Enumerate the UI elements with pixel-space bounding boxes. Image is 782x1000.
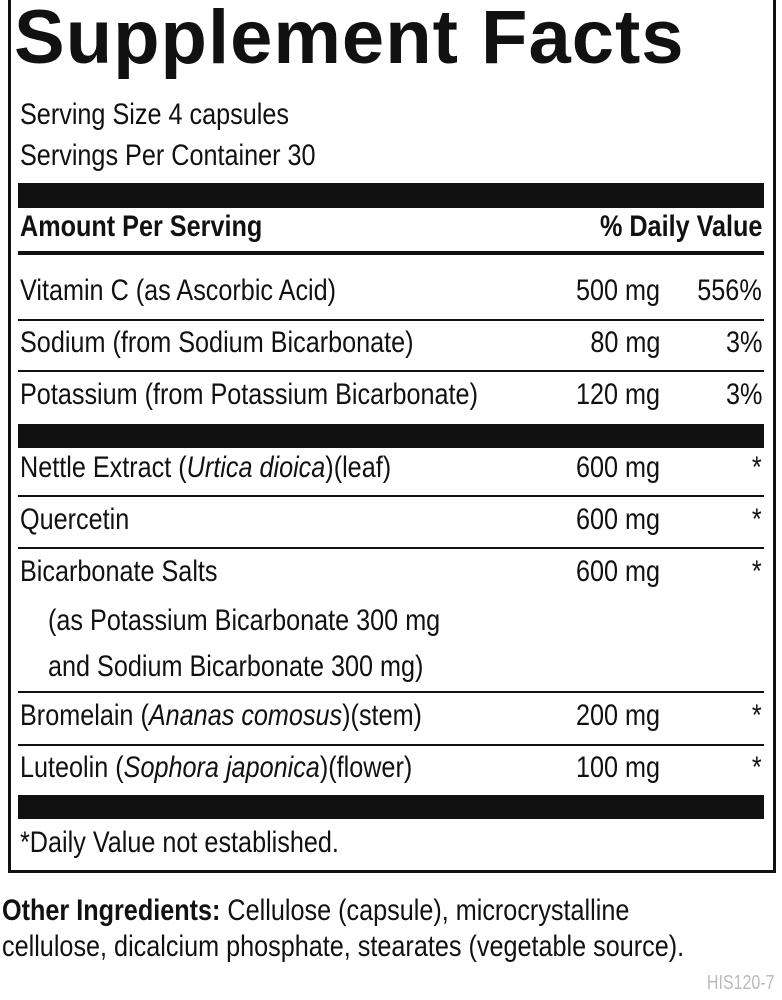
ingredient-row: Bicarbonate Salts 600 mg * (as Potassium… <box>0 555 782 683</box>
nutrient-row: Sodium (from Sodium Bicarbonate) 80 mg 3… <box>0 326 782 366</box>
ingredient-dv: * <box>752 751 762 784</box>
thick-divider <box>18 424 764 448</box>
nutrient-amount: 80 mg <box>589 326 660 359</box>
ingredient-row: Quercetin 600 mg * <box>0 503 782 543</box>
nutrient-dv: 556% <box>697 274 762 307</box>
nutrient-name: Sodium (from Sodium Bicarbonate) <box>20 326 414 359</box>
ingredient-row: Bromelain (Ananas comosus)(stem) 200 mg … <box>0 699 782 739</box>
ingredient-amount: 600 mg <box>575 555 660 588</box>
ingredient-dv: * <box>752 699 762 732</box>
divider <box>18 691 764 693</box>
other-ingredients-cont: cellulose, dicalcium phosphate, stearate… <box>2 930 685 963</box>
amount-per-serving-header: Amount Per Serving <box>20 210 263 243</box>
ingredient-dv: * <box>752 555 762 588</box>
ingredient-amount: 600 mg <box>575 451 660 484</box>
nutrient-row: Vitamin C (as Ascorbic Acid) 500 mg 556% <box>0 274 782 314</box>
nutrient-amount: 120 mg <box>575 378 660 411</box>
ingredient-detail: (as Potassium Bicarbonate 300 mg <box>48 604 441 637</box>
ingredient-amount: 100 mg <box>575 751 660 784</box>
divider <box>18 370 764 372</box>
ingredient-name: Luteolin (Sophora japonica)(flower) <box>20 751 413 784</box>
ingredient-row: Nettle Extract (Urtica dioica)(leaf) 600… <box>0 451 782 491</box>
ingredient-amount: 600 mg <box>575 503 660 536</box>
panel-title: Supplement Facts <box>14 0 685 80</box>
ingredient-name: Quercetin <box>20 503 130 536</box>
ingredient-detail: and Sodium Bicarbonate 300 mg) <box>48 650 424 683</box>
nutrient-row: Potassium (from Potassium Bicarbonate) 1… <box>0 378 782 418</box>
nutrient-name: Potassium (from Potassium Bicarbonate) <box>20 378 478 411</box>
ingredient-amount: 200 mg <box>575 699 660 732</box>
nutrient-name: Vitamin C (as Ascorbic Acid) <box>20 274 337 307</box>
nutrient-dv: 3% <box>725 326 762 359</box>
divider <box>18 251 764 255</box>
supplement-facts-panel <box>8 0 776 873</box>
ingredient-dv: * <box>752 451 762 484</box>
divider <box>18 495 764 497</box>
footnote: *Daily Value not established. <box>20 826 339 859</box>
ingredient-name: Bromelain (Ananas comosus)(stem) <box>20 699 422 732</box>
ingredient-name: Bicarbonate Salts <box>20 555 218 588</box>
divider <box>18 744 764 746</box>
nutrient-amount: 500 mg <box>575 274 660 307</box>
product-code: HIS120-7 <box>706 972 774 994</box>
nutrient-dv: 3% <box>725 378 762 411</box>
daily-value-header: % Daily Value <box>599 210 762 243</box>
thick-divider <box>18 183 764 208</box>
other-ingredients: Other Ingredients: Cellulose (capsule), … <box>2 894 630 927</box>
servings-per-container: Servings Per Container 30 <box>20 139 316 172</box>
ingredient-name: Nettle Extract (Urtica dioica)(leaf) <box>20 451 392 484</box>
divider <box>18 547 764 549</box>
serving-size: Serving Size 4 capsules <box>20 98 289 131</box>
thick-divider <box>18 795 764 819</box>
ingredient-dv: * <box>752 503 762 536</box>
ingredient-row: Luteolin (Sophora japonica)(flower) 100 … <box>0 751 782 791</box>
divider <box>18 319 764 321</box>
